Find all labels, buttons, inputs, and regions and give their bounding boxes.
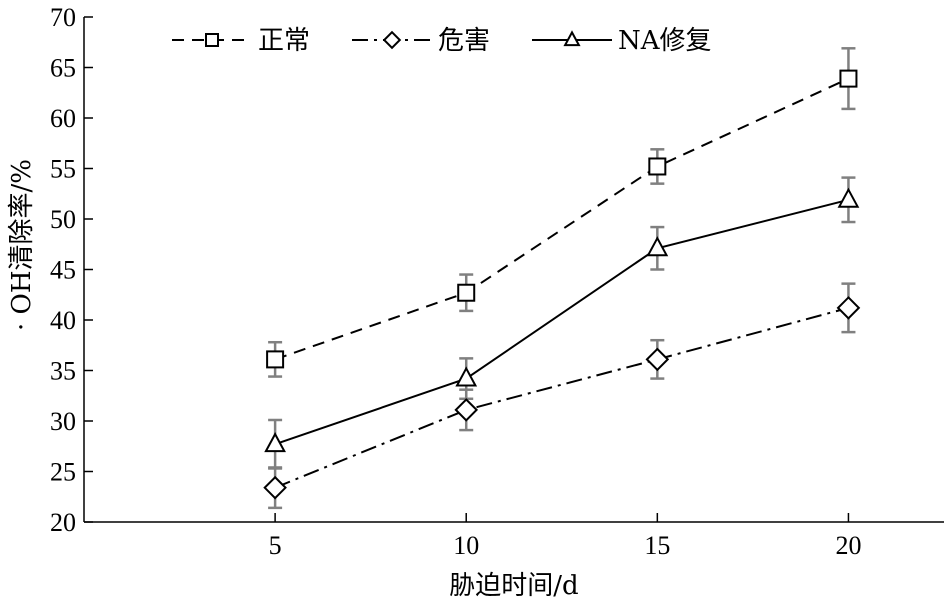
- x-tick-label: 10: [453, 531, 479, 560]
- plot-frame: [83, 17, 944, 523]
- data-point-triangle: [264, 432, 286, 453]
- y-tick-label: 65: [50, 54, 76, 83]
- data-point-square: [266, 350, 285, 369]
- data-point-diamond: [645, 347, 670, 372]
- series-line-triangle: [274, 198, 849, 446]
- y-tick-label: 60: [50, 104, 76, 133]
- x-axis-title: 胁迫时间/d: [449, 571, 578, 601]
- legend-label-triangle: NA修复: [618, 26, 712, 56]
- y-tick-label: 55: [50, 155, 76, 184]
- data-point-triangle: [837, 187, 860, 208]
- y-tick-label: 50: [50, 205, 76, 234]
- y-tick-label: 40: [50, 306, 76, 335]
- legend-marker-diamond: [382, 30, 402, 50]
- data-point-diamond: [454, 398, 479, 422]
- y-tick-label: 45: [50, 256, 76, 285]
- series-line-square: [274, 77, 849, 361]
- y-tick-label: 70: [50, 3, 76, 32]
- data-point-diamond: [263, 475, 287, 500]
- y-axis-title: · OH清除率/%: [7, 159, 37, 331]
- legend-marker-triangle: [563, 30, 581, 47]
- legend-label-diamond: 危害: [438, 26, 490, 56]
- legend-label-square: 正常: [258, 26, 310, 56]
- data-point-triangle: [455, 366, 478, 387]
- y-tick-label: 20: [50, 508, 76, 537]
- x-ticks: 5 10 15 20: [269, 513, 861, 560]
- legend: 正常 危害 NA修复: [172, 26, 712, 56]
- data-point-square: [648, 157, 667, 176]
- data-point-square: [839, 69, 858, 88]
- series-line-diamond: [274, 306, 849, 489]
- data-point-triangle: [646, 236, 669, 257]
- y-tick-label: 25: [50, 458, 76, 487]
- y-ticks: 20 25 30 35 40 45 50 55 60 65 70: [50, 3, 93, 537]
- x-tick-label: 20: [835, 531, 861, 560]
- legend-marker-square: [205, 33, 219, 47]
- y-tick-label: 35: [50, 357, 76, 386]
- data-point-diamond: [836, 296, 861, 320]
- series-markers: [263, 69, 861, 500]
- y-tick-label: 30: [50, 407, 76, 436]
- series-lines: [274, 77, 849, 489]
- data-point-square: [457, 283, 476, 302]
- x-tick-label: 5: [269, 531, 282, 560]
- x-tick-label: 15: [644, 531, 670, 560]
- error-bars: [268, 47, 856, 510]
